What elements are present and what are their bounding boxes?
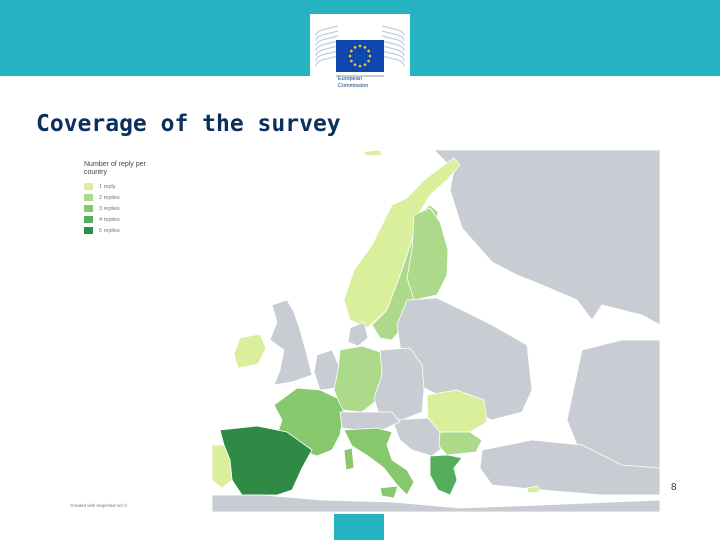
legend-item: 3 replies: [84, 203, 164, 214]
legend-item: 2 replies: [84, 192, 164, 203]
legend-items: 1 reply 2 replies 3 replies 4 replies 5 repl…: [84, 181, 164, 236]
logo-line-european: European: [338, 76, 362, 82]
commission-wordmark: European Commission: [338, 76, 398, 90]
eu-star: [358, 44, 362, 48]
legend-item: 1 reply: [84, 181, 164, 192]
country-balkans: [391, 417, 443, 457]
country-greece: [429, 454, 463, 496]
eu-star: [348, 54, 352, 58]
eu-star: [353, 46, 357, 49]
country-cyprus: [526, 485, 541, 494]
eu-star: [363, 46, 367, 49]
legend-label: 5 replies: [99, 227, 120, 234]
country-italy: [343, 427, 415, 496]
legend-label: 4 replies: [99, 216, 120, 223]
country-denmark: [347, 321, 369, 347]
eu-star: [353, 63, 357, 66]
country-iceland: [360, 150, 383, 157]
country-turkey: [479, 439, 660, 496]
legend-swatch: [84, 227, 93, 234]
slide-title: Coverage of the survey: [36, 111, 341, 137]
country-central-europe: [373, 347, 425, 421]
footer-tab: [334, 514, 384, 540]
europe-map: [62, 150, 660, 512]
country-russia: [433, 150, 660, 326]
country-sicily: [379, 485, 399, 499]
eu-star: [363, 63, 367, 66]
eu-star: [368, 54, 372, 58]
european-commission-logo: [310, 14, 410, 98]
region-north-africa: [211, 494, 660, 512]
eu-star: [367, 49, 370, 53]
country-germany: [333, 345, 385, 413]
eu-star: [358, 64, 362, 68]
legend-swatch: [84, 205, 93, 212]
legend-item: 4 replies: [84, 214, 164, 225]
country-portugal: [211, 444, 233, 489]
commission-building-icon: [315, 25, 405, 77]
country-finland: [406, 207, 449, 301]
map-legend: Number of reply per country 1 reply 2 rep…: [84, 161, 164, 236]
logo-line-commission: Commission: [338, 83, 369, 89]
legend-label: 3 replies: [99, 205, 120, 212]
eu-star: [367, 59, 370, 63]
eu-stars: [348, 44, 372, 68]
country-ireland: [233, 333, 267, 369]
legend-swatch: [84, 216, 93, 223]
eu-star: [350, 59, 353, 63]
country-sardinia: [343, 447, 355, 471]
legend-label: 1 reply: [99, 183, 116, 190]
country-alpine: [339, 411, 401, 431]
page-number: 8: [671, 482, 677, 493]
legend-item: 5 replies: [84, 225, 164, 236]
eu-star: [350, 49, 353, 53]
legend-title: Number of reply per country: [84, 161, 146, 176]
legend-swatch: [84, 183, 93, 190]
country-united-kingdom: [269, 299, 313, 386]
country-bulgaria: [438, 431, 483, 456]
legend-swatch: [84, 194, 93, 201]
legend-label: 2 replies: [99, 194, 120, 201]
map-credit: Created with mapchart.net ©: [70, 503, 128, 508]
